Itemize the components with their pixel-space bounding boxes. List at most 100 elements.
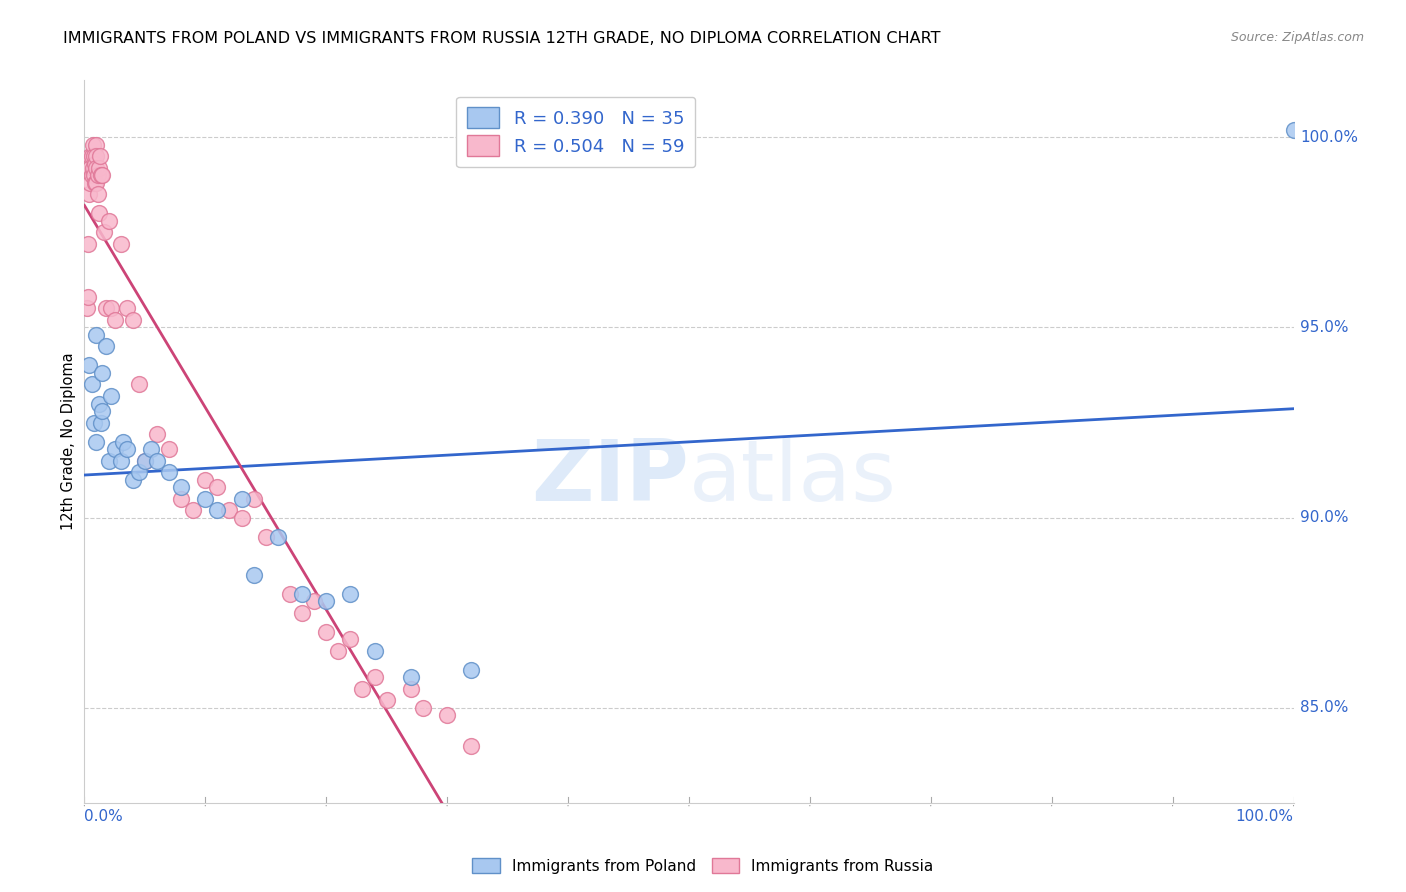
Point [267, 530, 290, 544]
Point [86, 187, 108, 202]
Point [399, 681, 422, 696]
Point [82, 137, 104, 152]
Point [1282, 122, 1305, 136]
Y-axis label: 12th Grade, No Diploma: 12th Grade, No Diploma [60, 352, 76, 531]
Point [110, 453, 132, 467]
Point [315, 594, 337, 608]
Point [460, 739, 482, 753]
Point [86, 149, 108, 163]
Text: ZIP: ZIP [531, 436, 689, 519]
Text: IMMIGRANTS FROM POLAND VS IMMIGRANTS FROM RUSSIA 12TH GRADE, NO DIPLOMA CORRELAT: IMMIGRANTS FROM POLAND VS IMMIGRANTS FRO… [63, 31, 941, 46]
Point [194, 491, 217, 506]
Point [170, 480, 193, 494]
Point [115, 442, 138, 457]
Point [231, 491, 253, 506]
Point [339, 632, 361, 647]
Point [86, 161, 108, 175]
Point [100, 301, 122, 316]
Point [363, 643, 385, 657]
Point [218, 503, 240, 517]
Point [87, 396, 110, 410]
Text: atlas: atlas [689, 436, 897, 519]
Point [436, 708, 458, 723]
Point [91, 404, 114, 418]
Point [254, 530, 277, 544]
Text: 0.0%: 0.0% [84, 808, 124, 823]
Point [79, 176, 101, 190]
Point [170, 491, 193, 506]
Text: 100.0%: 100.0% [1301, 130, 1358, 145]
Point [134, 453, 156, 467]
Point [278, 587, 301, 601]
Text: 100.0%: 100.0% [1236, 808, 1294, 823]
Point [90, 169, 112, 183]
Text: 95.0%: 95.0% [1301, 320, 1348, 335]
Point [77, 236, 100, 251]
Point [89, 149, 111, 163]
Point [94, 339, 117, 353]
Point [86, 328, 108, 343]
Point [339, 587, 361, 601]
Legend: R = 0.390   N = 35, R = 0.504   N = 59: R = 0.390 N = 35, R = 0.504 N = 59 [456, 96, 695, 167]
Point [375, 693, 398, 707]
Legend: Immigrants from Poland, Immigrants from Russia: Immigrants from Poland, Immigrants from … [467, 852, 939, 880]
Point [77, 187, 100, 202]
Point [77, 359, 100, 373]
Point [86, 176, 108, 190]
Point [87, 161, 110, 175]
Point [231, 510, 253, 524]
Point [181, 503, 204, 517]
Point [302, 594, 325, 608]
Point [104, 313, 127, 327]
Text: 90.0%: 90.0% [1301, 510, 1348, 525]
Point [207, 480, 229, 494]
Point [97, 453, 120, 467]
Point [77, 290, 100, 304]
Point [194, 473, 217, 487]
Point [115, 301, 138, 316]
Point [128, 377, 150, 392]
Point [363, 670, 385, 684]
Point [94, 301, 117, 316]
Point [90, 416, 112, 430]
Point [104, 442, 127, 457]
Point [291, 606, 314, 620]
Point [86, 434, 108, 449]
Text: Source: ZipAtlas.com: Source: ZipAtlas.com [1230, 31, 1364, 45]
Point [100, 389, 122, 403]
Point [291, 587, 314, 601]
Point [80, 149, 103, 163]
Point [121, 313, 143, 327]
Point [79, 161, 101, 175]
Point [157, 465, 180, 479]
Point [128, 465, 150, 479]
Point [134, 453, 156, 467]
Point [242, 491, 264, 506]
Point [83, 416, 105, 430]
Point [79, 149, 101, 163]
Point [121, 473, 143, 487]
Point [84, 157, 107, 171]
Point [80, 169, 103, 183]
Point [87, 206, 110, 220]
Point [146, 453, 169, 467]
Point [83, 169, 105, 183]
Point [399, 670, 422, 684]
Point [91, 366, 114, 380]
Point [82, 161, 104, 175]
Point [84, 176, 107, 190]
Point [86, 169, 108, 183]
Point [110, 236, 132, 251]
Point [83, 149, 105, 163]
Text: 85.0%: 85.0% [1301, 700, 1348, 715]
Point [157, 442, 180, 457]
Point [352, 681, 374, 696]
Point [328, 643, 350, 657]
Point [91, 169, 114, 183]
Point [80, 377, 103, 392]
Point [86, 137, 108, 152]
Point [315, 624, 337, 639]
Point [412, 700, 434, 714]
Point [242, 567, 264, 582]
Point [76, 301, 98, 316]
